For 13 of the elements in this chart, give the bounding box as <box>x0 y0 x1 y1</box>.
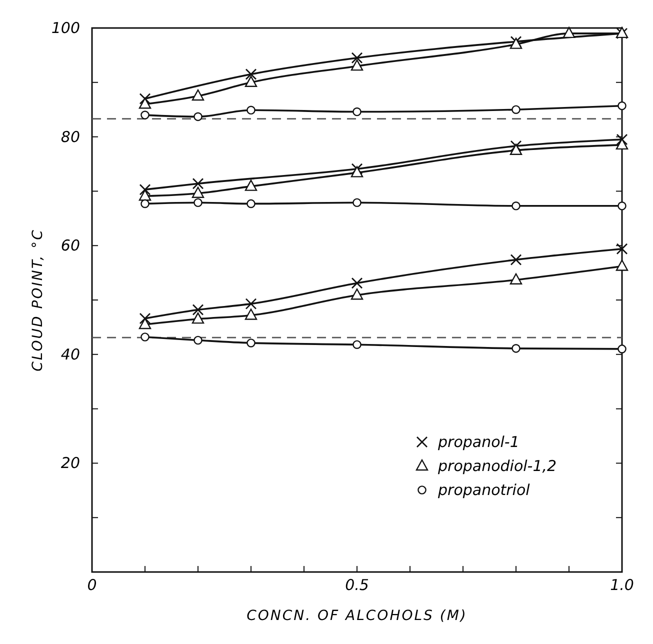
legend-label: propanodiol-1,2 <box>437 457 557 475</box>
x-axis-title: CONCN. OF ALCOHOLS (M) <box>246 608 468 624</box>
y-tick-label: 60 <box>60 236 80 255</box>
x-tick-label: 0 <box>87 576 97 594</box>
y-tick-label: 80 <box>60 128 80 146</box>
y-tick-label: 40 <box>60 345 80 364</box>
x-tick-label: 0.5 <box>345 576 369 594</box>
legend-label: propanotriol <box>437 481 531 499</box>
y-tick-label: 100 <box>51 19 80 37</box>
legend-label: propanol-1 <box>437 433 520 451</box>
y-tick-label: 20 <box>60 454 80 472</box>
x-tick-label: 1.0 <box>610 576 634 594</box>
y-axis-title: CLOUD POINT, °C <box>30 228 46 372</box>
